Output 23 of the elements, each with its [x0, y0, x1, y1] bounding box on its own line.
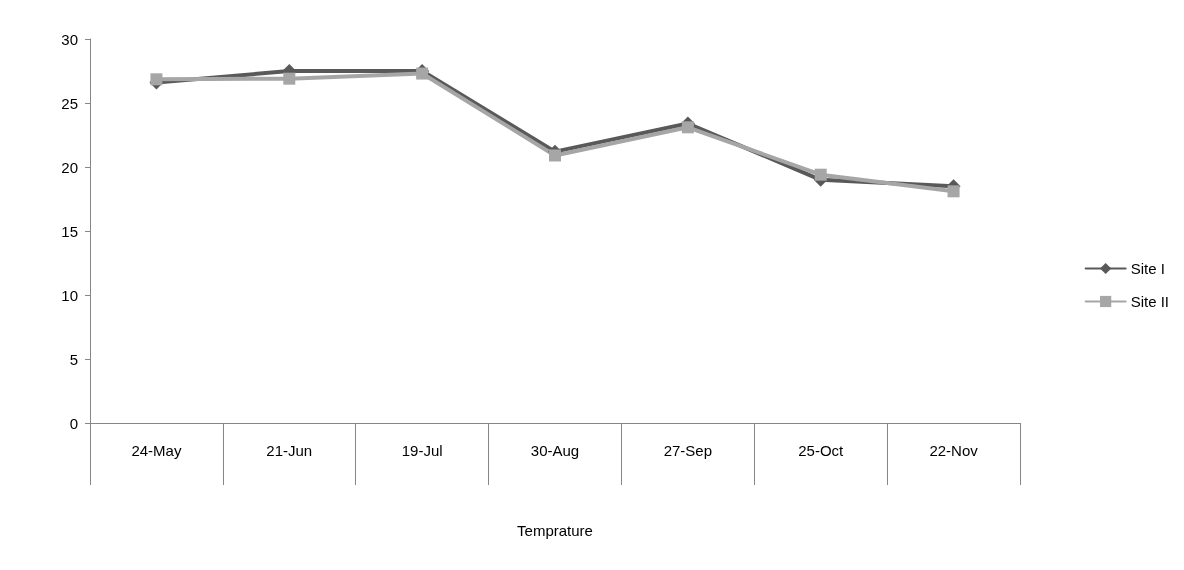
legend-label: Site II [1130, 293, 1170, 310]
x-tick-label: 22-Nov [929, 442, 979, 459]
y-tick-label: 15 [61, 222, 78, 240]
point [549, 149, 561, 162]
x-tick-label: 21-Jun [266, 442, 313, 459]
y-tick-label: 20 [61, 158, 78, 176]
x-tick-label: 19-Jul [401, 442, 443, 459]
x-tick-label: 30-Aug [530, 442, 580, 459]
point [681, 121, 694, 134]
point [947, 185, 960, 198]
y-tick-label: 10 [61, 286, 78, 304]
x-tick-label: 25-Oct [798, 442, 845, 459]
x-tick-label: 24-May [131, 442, 182, 459]
y-tick-label: 5 [69, 350, 78, 368]
point [814, 168, 827, 181]
point [283, 72, 296, 85]
legend-label: Site I [1130, 260, 1165, 277]
x-axis-title: Temprature [517, 522, 593, 539]
y-tick-label: 25 [61, 94, 78, 112]
y-tick-label: 30 [61, 30, 78, 48]
x-tick-label: 27-Sep [663, 442, 713, 459]
point [150, 73, 163, 86]
y-tick-label: 0 [69, 414, 78, 432]
